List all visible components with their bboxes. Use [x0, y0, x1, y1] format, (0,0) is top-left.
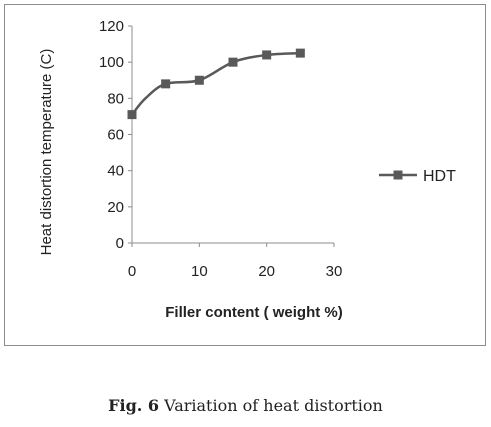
figure-caption: Fig. 6 Variation of heat distortion: [0, 396, 491, 415]
y-axis-label: Heat distortion temperature (C): [38, 49, 55, 256]
y-tick-label: 20: [107, 199, 124, 216]
y-tick-label: 80: [107, 90, 124, 107]
x-tick-label: 30: [326, 263, 343, 280]
y-tick-label: 120: [99, 18, 124, 35]
x-tick-label: 10: [191, 263, 208, 280]
legend-marker: [393, 170, 403, 180]
legend: HDT: [379, 168, 456, 185]
y-tick-labels: 0 20 40 60 80 100 120: [99, 18, 124, 252]
x-tick-labels: 0 10 20 30: [128, 263, 343, 280]
caption-label: Fig. 6: [108, 396, 160, 415]
data-point-marker: [127, 110, 137, 120]
data-point-marker: [161, 79, 171, 89]
data-point-marker: [194, 75, 204, 85]
series-line-hdt: [131, 51, 301, 116]
y-tick-label: 60: [107, 127, 124, 144]
data-point-marker: [228, 57, 238, 67]
y-tick-label: 0: [116, 235, 124, 252]
legend-entry-label: HDT: [423, 168, 456, 185]
x-axis-label: Filler content ( weight %): [165, 304, 343, 321]
axes: [128, 25, 335, 247]
data-point-marker: [262, 50, 272, 60]
series-group: [127, 48, 305, 120]
data-point-marker: [295, 48, 305, 58]
y-tick-label: 40: [107, 163, 124, 180]
y-tick-label: 100: [99, 54, 124, 71]
hdt-chart: 0 20 40 60 80 100 120 0 10 20 30 Heat distortion …: [38, 18, 456, 321]
x-tick-label: 0: [128, 263, 136, 280]
caption-text: Variation of heat distortion: [164, 396, 383, 415]
x-tick-label: 20: [258, 263, 275, 280]
